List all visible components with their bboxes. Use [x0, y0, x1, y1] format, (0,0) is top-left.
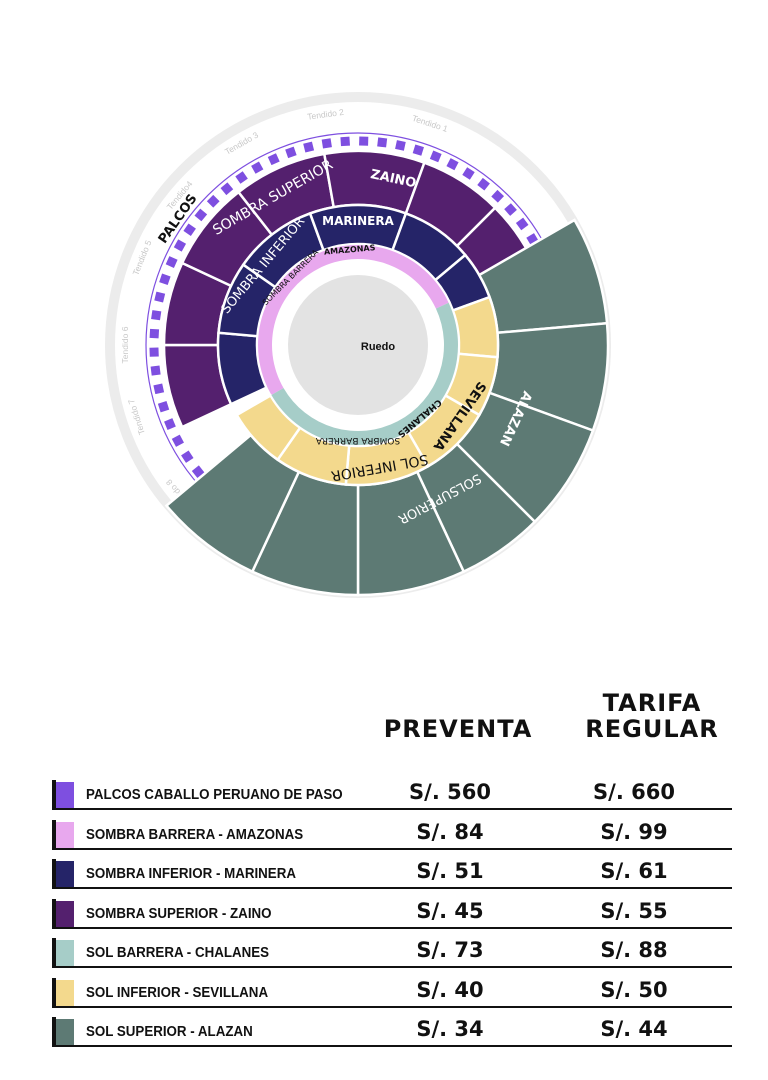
row-edge [52, 977, 56, 1008]
price-row: SOL BARRERA - CHALANES S/. 73 S/. 88 [52, 938, 732, 968]
regular-price: S/. 44 [600, 1017, 668, 1041]
regular-price: S/. 50 [600, 977, 668, 1002]
preventa-price: S/. 73 [416, 938, 484, 962]
preventa-price: S/. 51 [416, 859, 484, 883]
palco-box[interactable] [359, 136, 369, 146]
palco-box[interactable] [462, 167, 475, 180]
row-edge [52, 938, 56, 968]
palco-box[interactable] [159, 273, 171, 285]
color-swatch [56, 821, 74, 848]
palco-box[interactable] [165, 256, 178, 268]
price-row: SOMBRA SUPERIOR - ZAINO S/. 45 S/. 55 [52, 898, 732, 929]
section-name: SOMBRA SUPERIOR - ZAINO [86, 905, 272, 922]
palco-box[interactable] [429, 150, 442, 163]
section-label: SOMBRA BARRERA [315, 435, 400, 445]
color-swatch [56, 900, 74, 927]
preventa-price: S/. 40 [416, 977, 484, 1002]
palco-box[interactable] [151, 310, 162, 321]
tendido-label: Tendido 2 [307, 107, 345, 122]
palco-box[interactable] [157, 401, 170, 413]
preventa-price: S/. 84 [416, 819, 484, 844]
section-name: PALCOS CABALLO PERUANO DE PASO [86, 787, 343, 803]
palco-box[interactable] [206, 194, 220, 208]
regular-price: S/. 55 [600, 898, 668, 923]
palco-box[interactable] [285, 146, 297, 159]
palco-box[interactable] [412, 144, 424, 156]
price-row: SOMBRA INFERIOR - MARINERA S/. 51 S/. 61 [52, 859, 732, 889]
section-name: SOL SUPERIOR - ALAZAN [86, 1024, 253, 1040]
row-edge [52, 859, 56, 889]
palco-box[interactable] [183, 223, 196, 237]
palco-box[interactable] [149, 328, 160, 339]
ruedo-label: Ruedo [361, 341, 396, 353]
price-row: SOL SUPERIOR - ALAZAN S/. 34 S/. 44 [52, 1017, 732, 1047]
price-table: PALCOS CABALLO PERUANO DE PASO S/. 560 S/.… [52, 780, 732, 1057]
section-label: AMAZONAS [324, 243, 376, 256]
palco-box[interactable] [477, 177, 490, 191]
palco-box[interactable] [504, 203, 517, 216]
row-edge [52, 819, 56, 850]
palco-box[interactable] [171, 434, 184, 447]
color-swatch [56, 782, 74, 808]
color-swatch [56, 1019, 74, 1045]
palco-box[interactable] [251, 161, 264, 174]
palco-box[interactable] [194, 208, 208, 222]
regular-price: S/. 660 [593, 780, 675, 804]
palco-box[interactable] [164, 418, 176, 430]
preventa-price: S/. 34 [416, 1017, 484, 1041]
row-edge [52, 1017, 56, 1047]
preventa-header: PREVENTA [383, 715, 533, 743]
palco-box[interactable] [153, 383, 165, 395]
sol-inferior-block[interactable] [235, 393, 302, 462]
regular-price: S/. 88 [600, 938, 668, 962]
section-name: SOL BARRERA - CHALANES [86, 945, 270, 961]
sombra-barrera-block[interactable] [258, 244, 449, 395]
palco-box[interactable] [181, 450, 194, 463]
regular-price: S/. 99 [600, 819, 668, 844]
palco-box[interactable] [267, 153, 280, 166]
row-edge [52, 780, 56, 810]
sol-barrera-block[interactable] [271, 302, 458, 445]
palco-box[interactable] [303, 141, 315, 153]
palco-box[interactable] [235, 171, 248, 184]
price-row: PALCOS CABALLO PERUANO DE PASO S/. 560 S/.… [52, 780, 732, 810]
tendido-label: Tendido 6 [120, 326, 130, 363]
seating-sections [162, 149, 610, 597]
section-name: SOMBRA BARRERA - AMAZONAS [86, 826, 304, 843]
regular-price: S/. 61 [600, 859, 668, 883]
palco-box[interactable] [491, 189, 505, 203]
price-row: SOL INFERIOR - SEVILLANA S/. 40 S/. 50 [52, 977, 732, 1008]
palco-box[interactable] [150, 365, 161, 376]
section-label: MARINERA [322, 214, 394, 228]
color-swatch [56, 940, 74, 966]
section-name: SOMBRA INFERIOR - MARINERA [86, 866, 296, 882]
section-name: SOL INFERIOR - SEVILLANA [86, 984, 269, 1001]
palco-box[interactable] [149, 347, 159, 357]
palco-box[interactable] [220, 182, 234, 196]
palco-box[interactable] [340, 136, 350, 147]
preventa-price: S/. 560 [409, 780, 491, 804]
palco-box[interactable] [154, 291, 166, 303]
palco-box[interactable] [446, 158, 459, 171]
palco-box[interactable] [395, 140, 406, 151]
price-row: SOMBRA BARRERA - AMAZONAS S/. 84 S/. 99 [52, 819, 732, 850]
preventa-price: S/. 45 [416, 898, 484, 923]
palco-box[interactable] [321, 138, 332, 149]
color-swatch [56, 861, 74, 887]
color-swatch [56, 979, 74, 1006]
palco-box[interactable] [377, 137, 388, 148]
row-edge [52, 898, 56, 929]
palco-box[interactable] [173, 239, 187, 252]
ruedo[interactable] [288, 275, 428, 415]
palco-box[interactable] [515, 217, 529, 231]
tarifa-regular-header: TARIFA REGULAR [585, 689, 719, 743]
